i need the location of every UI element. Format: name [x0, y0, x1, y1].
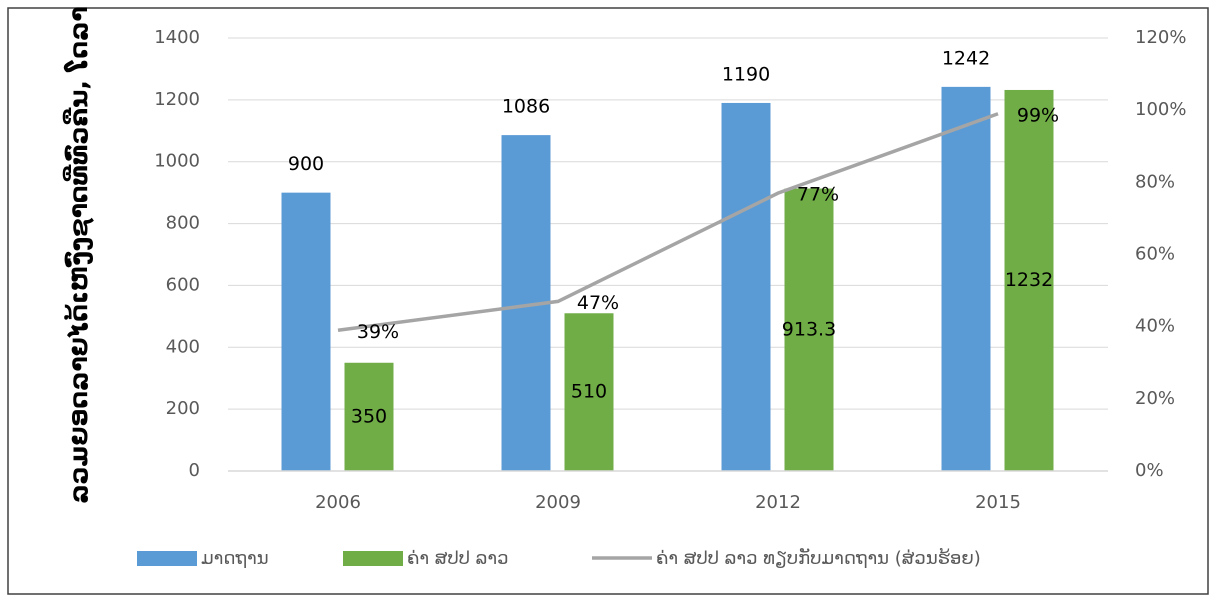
- y-axis-title: ລວມຍອດລາຍໄດ້ເຫງົ່ງຊາດທີ່ທົ່ວຄືນ, ໂດລາ: [62, 6, 94, 503]
- data-label: 510: [571, 381, 607, 403]
- data-label: 1190: [722, 63, 770, 85]
- y-tick-label: 1200: [154, 89, 200, 110]
- data-label: 99%: [1017, 104, 1059, 126]
- y2-tick-label: 120%: [1135, 27, 1186, 48]
- bar: [564, 313, 614, 471]
- y2-tick-label: 60%: [1135, 244, 1175, 265]
- legend-label: ມາດຖານ: [201, 548, 269, 569]
- y-tick-label: 1000: [154, 151, 200, 172]
- x-tick-label: 2006: [315, 492, 361, 513]
- bar: [941, 86, 991, 472]
- chart-border: [7, 7, 1209, 595]
- legend-swatch: [137, 551, 197, 566]
- line: [337, 112, 999, 333]
- y2-tick-label: 100%: [1135, 99, 1186, 120]
- y-tick-label: 200: [166, 398, 200, 419]
- x-tick-label: 2015: [975, 492, 1021, 513]
- y-tick-label: 800: [166, 213, 200, 234]
- data-label: 1232: [1005, 269, 1053, 291]
- data-label: 1242: [942, 47, 990, 69]
- y2-tick-label: 0%: [1135, 460, 1164, 481]
- y-tick-label: 1400: [154, 27, 200, 48]
- bar: [1004, 89, 1054, 472]
- y2-tick-label: 40%: [1135, 316, 1175, 337]
- data-label: 350: [351, 405, 387, 427]
- y2-tick-label: 80%: [1135, 171, 1175, 192]
- data-label: 900: [288, 153, 324, 175]
- legend-label: ຄ່າ ສປປ ລາວ ທຽບກັບມາດຖານ (ສ່ວນຮ້ອຍ): [656, 547, 981, 569]
- data-label: 47%: [577, 292, 619, 314]
- bar: [784, 188, 834, 471]
- y2-tick-label: 20%: [1135, 388, 1175, 409]
- legend-swatch: [343, 551, 403, 566]
- y-tick-label: 400: [166, 336, 200, 357]
- data-label: 39%: [357, 321, 399, 343]
- data-label: 1086: [502, 96, 550, 118]
- data-label: 913.3: [782, 318, 836, 340]
- data-label: 77%: [797, 184, 839, 206]
- x-tick-label: 2012: [755, 492, 801, 513]
- legend-label: ຄ່າ ສປປ ລາວ: [407, 548, 508, 569]
- bar: [721, 102, 771, 471]
- bar: [281, 192, 331, 471]
- y-tick-label: 600: [166, 274, 200, 295]
- y-tick-label: 0: [189, 460, 200, 481]
- x-tick-label: 2009: [535, 492, 581, 513]
- bar: [344, 362, 394, 471]
